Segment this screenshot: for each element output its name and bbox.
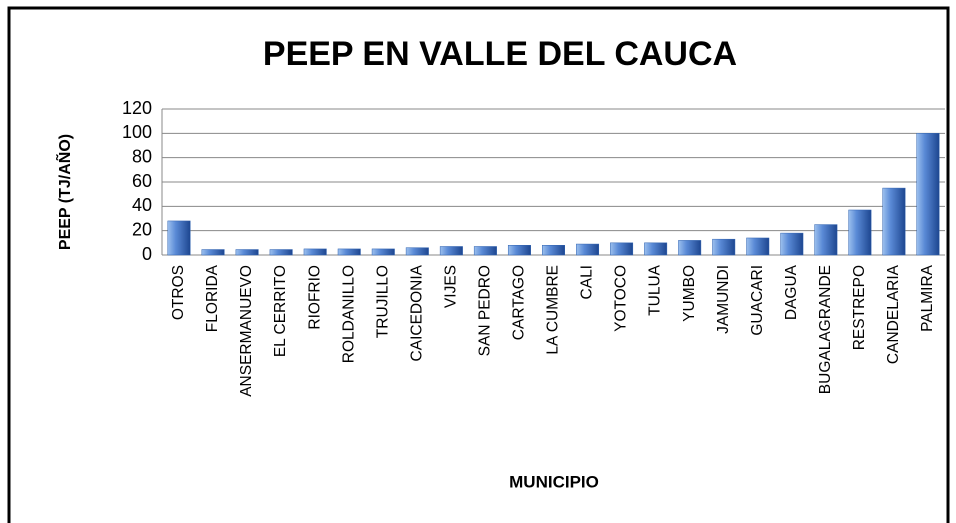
bar (882, 187, 906, 256)
x-tick-label: PALMIRA (919, 264, 936, 332)
bar (235, 249, 259, 256)
x-tick-label: EL CERRITO (272, 265, 289, 357)
bar (507, 245, 531, 256)
y-axis-label: PEEP (TJ/AÑO) (54, 134, 74, 250)
bar (201, 249, 225, 256)
x-tick-label: VIJES (442, 265, 459, 308)
x-tick-label: ANSERMANUEVO (238, 265, 255, 397)
x-tick-label: CALI (579, 265, 596, 299)
frame (7, 6, 950, 523)
x-axis-label: MUNICIPIO (509, 472, 599, 491)
bar (303, 248, 327, 256)
bar (576, 243, 600, 256)
x-tick-label: BUGALAGRANDE (817, 265, 834, 394)
y-tick-label: 0 (142, 244, 152, 264)
bar (405, 247, 429, 256)
x-tick-label: RESTREPO (851, 265, 868, 350)
x-tick-label: JAMUNDI (715, 265, 732, 334)
bar (167, 220, 191, 256)
y-tick-label: 40 (132, 195, 152, 215)
x-tick-label: CAICEDONIA (408, 264, 425, 361)
bar (746, 237, 770, 256)
x-tick-label: OTROS (170, 265, 187, 320)
x-tick-label: DAGUA (783, 264, 800, 320)
bar (439, 246, 463, 256)
x-tick-label: CANDELARIA (885, 264, 902, 364)
x-tick-label: CARTAGO (511, 265, 528, 340)
bar (371, 248, 395, 256)
x-tick-label: ROLDANILLO (340, 265, 357, 363)
x-tick-label: YUMBO (681, 265, 698, 322)
x-tick-label: RIOFRIO (306, 265, 323, 330)
y-tick-label: 80 (132, 146, 152, 166)
bar (712, 238, 736, 256)
x-tick-label: SAN PEDRO (477, 265, 494, 356)
bar (610, 242, 634, 256)
x-tick-label: LA CUMBRE (545, 265, 562, 355)
x-tick-label: YOTOCO (613, 265, 630, 332)
bar (542, 245, 565, 256)
bar (269, 249, 293, 256)
x-tick-label: TULUA (647, 264, 664, 315)
x-tick-label: GUACARI (749, 265, 766, 336)
bar (848, 209, 872, 256)
y-tick-label: 120 (122, 98, 152, 118)
bar (814, 224, 838, 256)
bar (644, 242, 668, 256)
bar (678, 240, 702, 256)
y-tick-label: 60 (132, 171, 152, 191)
y-tick-label: 100 (122, 122, 152, 142)
y-tick-label: 20 (132, 219, 152, 239)
x-tick-label: FLORIDA (204, 264, 221, 332)
chart-title: PEEP EN VALLE DEL CAUCA (263, 35, 737, 73)
x-tick-label: TRUJILLO (374, 265, 391, 338)
bar (780, 232, 804, 256)
bar (916, 133, 940, 256)
bar (473, 246, 497, 256)
bar (337, 248, 361, 256)
